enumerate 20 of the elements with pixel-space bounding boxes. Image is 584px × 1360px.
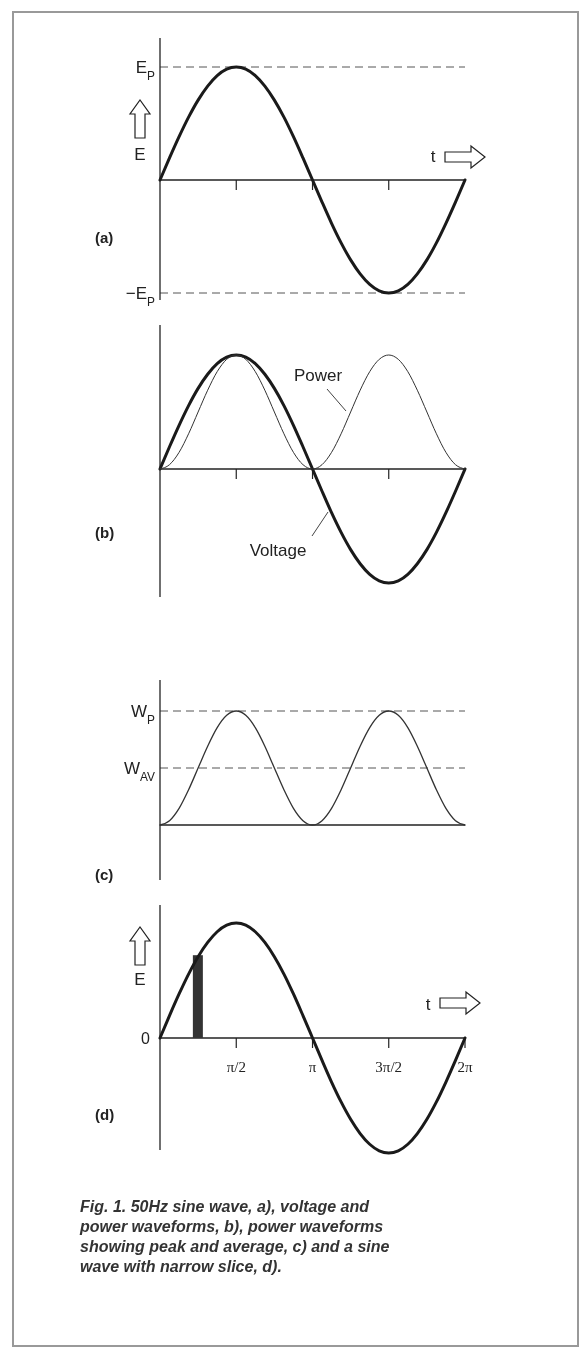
y-axis-title: E	[134, 145, 146, 164]
x-tick-label: π/2	[226, 1059, 246, 1075]
text: (b)	[95, 524, 115, 541]
x-axis-title: t	[425, 995, 431, 1014]
caption: Fig. 1. 50Hz sine wave, a), voltage and power waveforms, b), power waveforms showing peak and average, c) and a sine wave with narrow slice, d).	[79, 1198, 390, 1275]
ref-line-label: W$_{P}$	[131, 702, 156, 727]
text: (a)	[95, 229, 114, 246]
x-tick-label: 2π	[457, 1059, 473, 1075]
ref-line-label: −E$_{P}$	[125, 284, 156, 309]
annotation: 0	[141, 1030, 151, 1047]
x-tick-label: 3π/2	[375, 1059, 403, 1075]
text: (c)	[95, 866, 114, 883]
y-axis-title: E	[134, 970, 146, 989]
x-axis-title: t	[430, 147, 436, 166]
x-tick-label: π	[308, 1059, 317, 1075]
text: (d)	[95, 1106, 115, 1123]
series-label: Power	[293, 366, 343, 385]
ref-line-label: W$_{AV}$	[123, 759, 156, 784]
ref-line-label: E$_{P}$	[135, 58, 156, 83]
text: Voltage	[249, 541, 307, 560]
